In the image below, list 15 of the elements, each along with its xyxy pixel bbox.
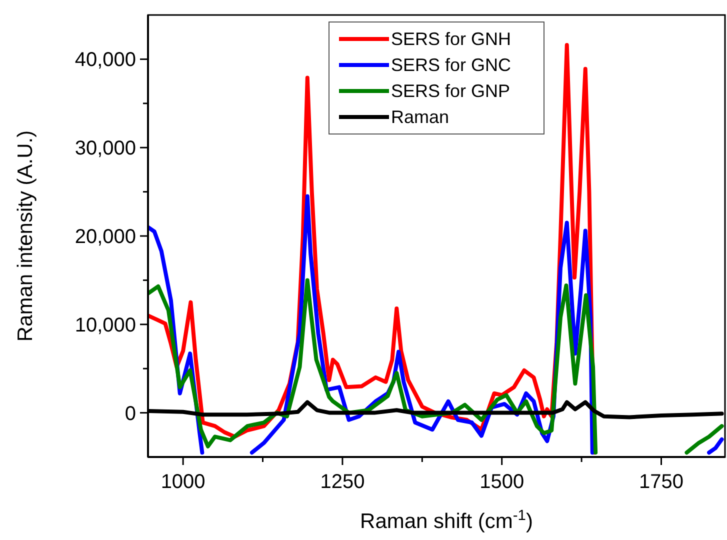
x-tick-label: 1000: [160, 471, 206, 493]
x-axis-title: Raman shift (cm$^{-1}$): [360, 508, 533, 533]
y-tick-label: 10,000: [74, 314, 136, 336]
y-tick-label: 20,000: [74, 226, 136, 248]
y-tick-label: 0: [124, 402, 136, 425]
y-tick-label: 30,000: [74, 138, 136, 160]
x-tick-label: 1250: [320, 471, 365, 493]
legend-label: SERS for GNH: [391, 29, 512, 49]
x-tick-label: 1500: [480, 471, 524, 493]
y-axis-title: Raman intensity (A.U.): [14, 130, 37, 342]
y-tick-label: 40,000: [74, 49, 136, 72]
legend-label: SERS for GNP: [391, 81, 510, 101]
legend-label: SERS for GNC: [391, 55, 512, 75]
x-tick-label: 1750: [638, 471, 684, 493]
legend-label: Raman: [391, 107, 450, 127]
